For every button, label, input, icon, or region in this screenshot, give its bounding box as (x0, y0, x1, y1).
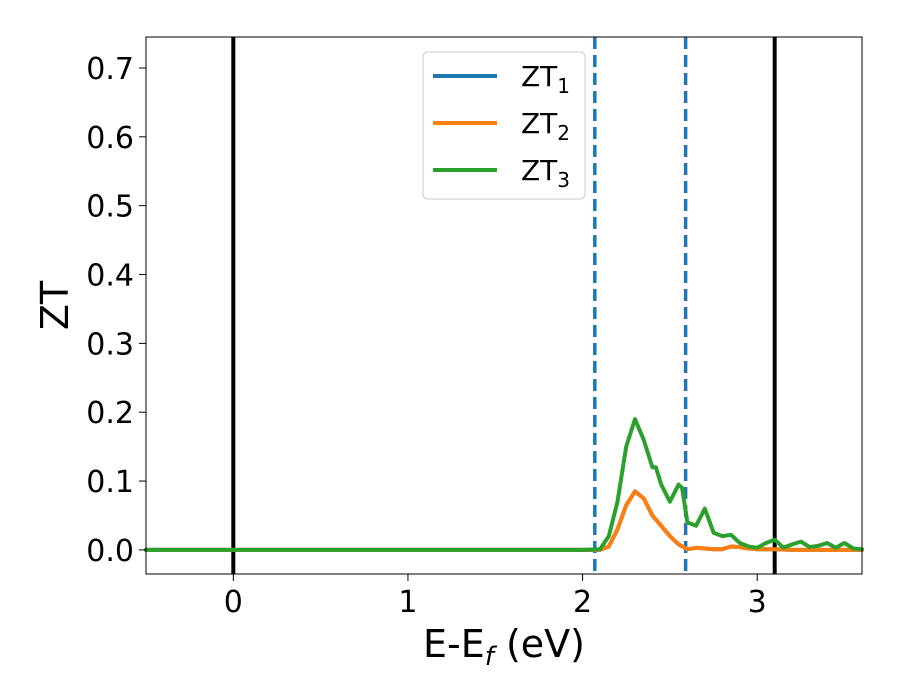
y-axis-ticks: 0.0 0.1 0.2 0.3 0.4 0.5 0.6 0.7 (86, 52, 146, 569)
series-line-3 (144, 417, 864, 552)
y-tick-label: 0.6 (86, 121, 134, 156)
x-tick-label: 3 (748, 585, 767, 620)
y-tick-label: 0.3 (86, 327, 134, 362)
x-axis-label: E-Ef (eV) (423, 622, 585, 672)
x-tick-label: 2 (573, 585, 592, 620)
legend-label-1: ZT1 (521, 60, 570, 98)
legend-label-2: ZT2 (521, 107, 570, 145)
x-axis-label-main: E-E (423, 622, 485, 666)
x-tick-label: 1 (398, 585, 417, 620)
plot-frame (145, 36, 863, 575)
series-line-1 (144, 489, 864, 552)
legend-label-3: ZT3 (521, 154, 570, 192)
y-tick-label: 0.2 (86, 396, 134, 431)
y-tick-label: 0.1 (86, 465, 134, 500)
y-tick-label: 0.0 (86, 534, 134, 569)
x-axis-ticks: 0 1 2 3 (224, 574, 767, 620)
x-axis-label-unit: (eV) (494, 622, 585, 666)
legend: ZT1 ZT2 ZT3 (422, 51, 586, 200)
y-axis-label: ZT (33, 280, 77, 330)
y-tick-label: 0.5 (86, 190, 134, 225)
vertical-lines (231, 37, 777, 574)
y-tick-label: 0.4 (86, 259, 134, 294)
x-tick-label: 0 (224, 585, 243, 620)
y-tick-label: 0.7 (86, 52, 134, 87)
legend-box (422, 51, 586, 200)
series-lines (144, 417, 864, 552)
series-line-2 (144, 489, 864, 552)
